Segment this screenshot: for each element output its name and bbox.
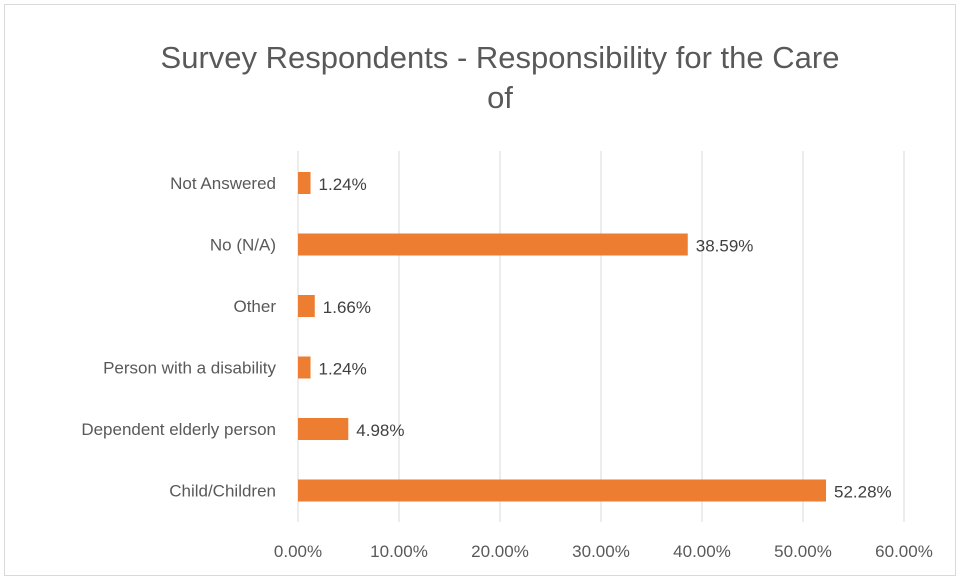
data-label: 1.66%: [323, 298, 371, 317]
category-label: Other: [233, 297, 276, 316]
bar: [298, 418, 349, 440]
bars: [298, 172, 827, 502]
bar: [298, 295, 315, 317]
bar: [298, 356, 311, 379]
x-tick-label: 50.00%: [774, 542, 832, 561]
x-tick-label: 60.00%: [875, 542, 933, 561]
data-label: 4.98%: [356, 421, 404, 440]
data-labels: 52.28% 4.98% 1.24% 1.66% 38.59% 1.24%: [319, 175, 892, 502]
bar: [298, 479, 827, 502]
chart-title: Survey Respondents - Responsibility for …: [160, 40, 840, 115]
gridlines: [297, 151, 905, 522]
x-axis-tick-labels: 0.00% 10.00% 20.00% 30.00% 40.00% 50.00% 60.00…: [274, 542, 933, 561]
x-tick-label: 0.00%: [274, 542, 322, 561]
bar: [298, 172, 311, 194]
x-tick-label: 20.00%: [471, 542, 529, 561]
category-label: Dependent elderly person: [81, 420, 276, 439]
category-label: Person with a disability: [103, 359, 276, 378]
category-label: Not Answered: [170, 174, 276, 193]
category-label: No (N/A): [210, 236, 276, 255]
data-label: 1.24%: [319, 360, 367, 379]
data-label: 52.28%: [834, 483, 892, 502]
data-label: 38.59%: [696, 237, 754, 256]
category-label: Child/Children: [169, 482, 276, 501]
x-tick-label: 30.00%: [572, 542, 630, 561]
x-tick-label: 10.00%: [370, 542, 428, 561]
data-label: 1.24%: [319, 175, 367, 194]
x-tick-label: 40.00%: [673, 542, 731, 561]
y-axis-labels: Child/Children Dependent elderly person Pe…: [81, 174, 276, 501]
bar: [298, 233, 688, 256]
